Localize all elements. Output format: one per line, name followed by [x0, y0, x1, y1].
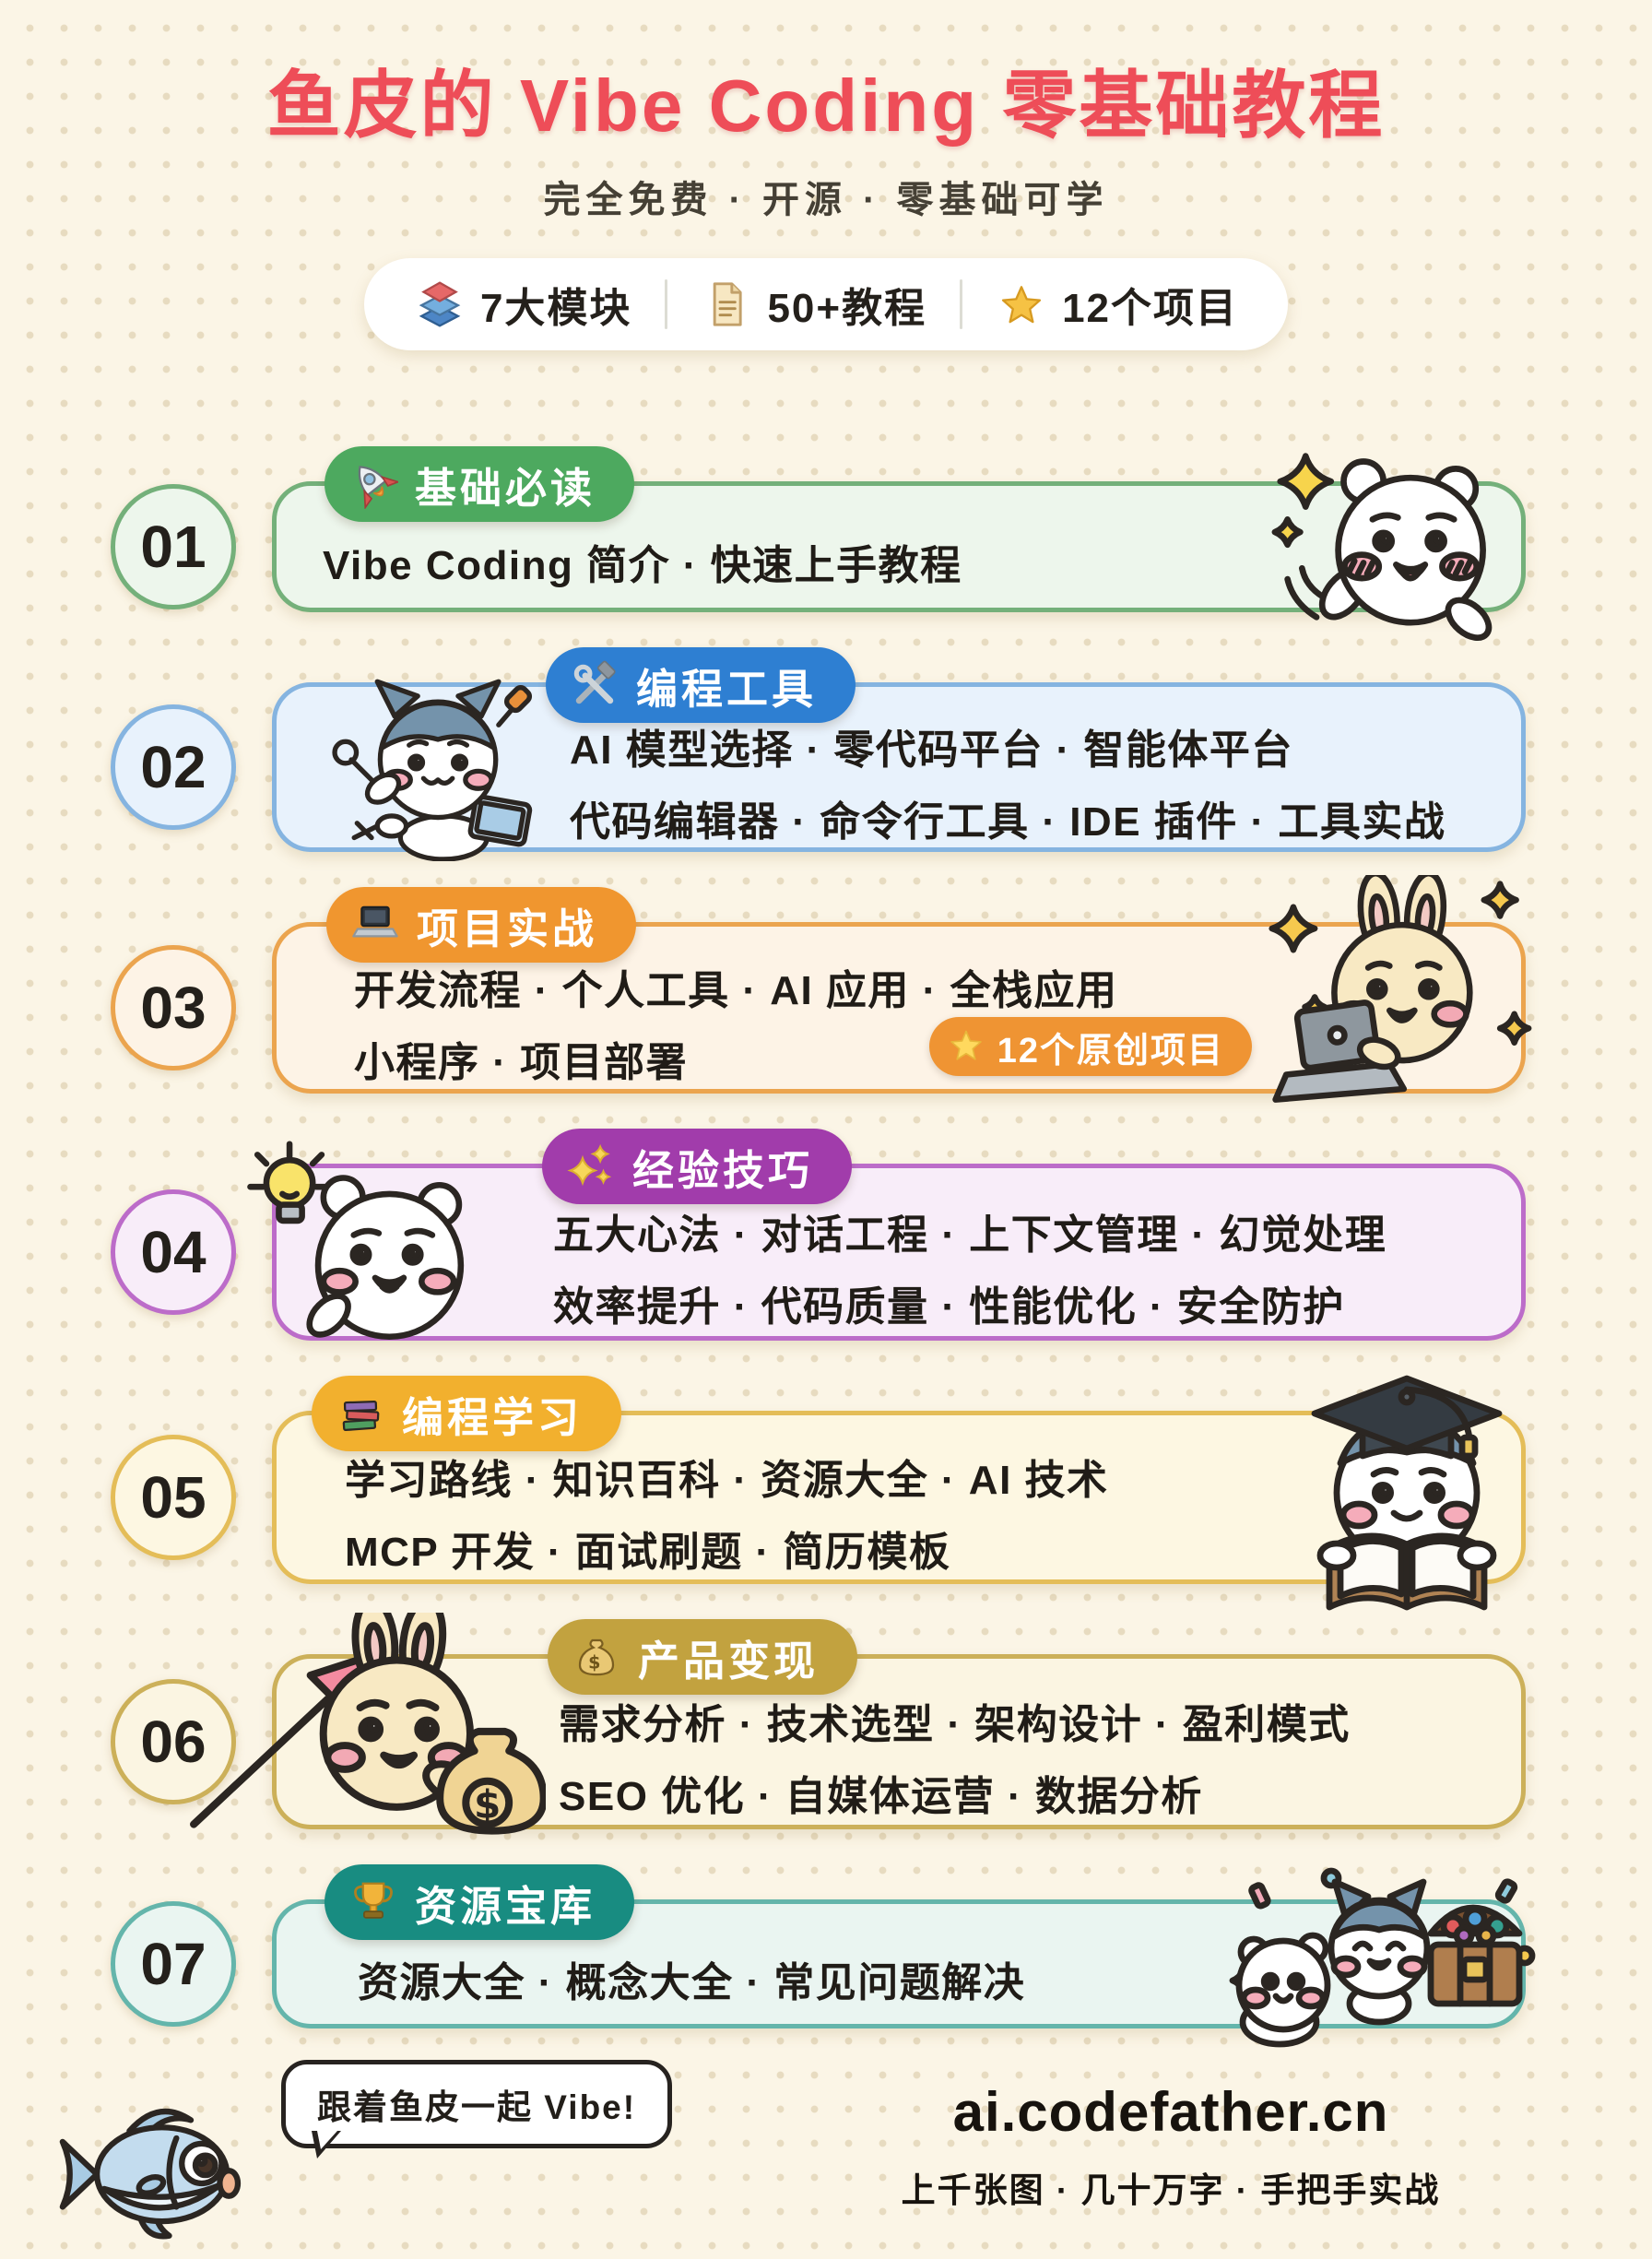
svg-text:$: $ — [474, 1782, 501, 1827]
topic-line: SEO 优化 · 自媒体运营 · 数据分析 — [559, 1774, 1203, 1819]
graduate-cat-reading-illustration — [1311, 1375, 1503, 1611]
module-topics: 学习路线 · 知识百科 · 资源大全 · AI 技术 MCP 开发 · 面试刷题… — [277, 1415, 1521, 1579]
site-tagline: 上千张图 · 几十万字 · 手把手实战 — [901, 2171, 1441, 2209]
topic-line: 需求分析 · 技术选型 · 架构设计 · 盈利模式 — [559, 1702, 1351, 1747]
module-number: 07 — [111, 1901, 236, 2027]
module-number: 05 — [111, 1435, 236, 1560]
module-number: 02 — [111, 704, 236, 830]
layers-icon — [419, 281, 461, 327]
module-header: $ 产品变现 — [548, 1619, 858, 1695]
rocket-icon — [358, 466, 398, 509]
module-row-3: 03 项目实战 开发流程 · 个人工具 · AI 应用 · 全栈应用 小程序 ·… — [0, 875, 1652, 1103]
topic-line: 五大心法 · 对话工程 · 上下文管理 · 幻觉处理 — [553, 1212, 1387, 1258]
rabbit-with-laptop-illustration — [1268, 875, 1532, 1103]
module-row-2: 02 编程工具 AI 模型选择 · 零代码平台 · 智能体平台 代码编辑器 · … — [0, 647, 1652, 861]
moneybag-icon: $ — [578, 1638, 615, 1676]
module-number: 03 — [111, 945, 236, 1070]
speech-bubble: 跟着鱼皮一起 Vibe! — [281, 2060, 673, 2158]
module-title: 编程工具 — [636, 665, 818, 713]
module-title: 经验技巧 — [632, 1146, 814, 1194]
module-number: 04 — [111, 1189, 236, 1315]
module-row-5: 05 编程学习 学习路线 · 知识百科 · 资源大全 · AI 技术 MCP 开… — [0, 1375, 1652, 1611]
original-projects-badge: 12个原创项目 — [928, 1017, 1252, 1076]
star-icon — [950, 1030, 982, 1060]
poster-page: { "poster": { "title": "鱼皮的 Vibe Coding … — [0, 46, 1652, 2259]
page-subtitle: 完全免费 · 开源 · 零基础可学 — [543, 180, 1109, 220]
topic-line: MCP 开发 · 面试刷题 · 简历模板 — [345, 1530, 951, 1575]
stat-label: 50+教程 — [767, 286, 927, 331]
module-row-1: 01 基础必读 Vibe Coding 简介 · 快速上手教程 — [0, 446, 1652, 641]
stat-modules: 7大模块 — [414, 275, 631, 334]
star-icon — [1001, 286, 1042, 324]
module-card-resources: 资源宝库 资源大全 · 概念大全 · 常见问题解决 — [272, 1864, 1536, 2048]
module-topics: Vibe Coding 简介 · 快速上手教程 — [277, 486, 1521, 608]
module-title: 资源宝库 — [415, 1882, 596, 1930]
module-title: 项目实战 — [417, 905, 598, 952]
module-header: 资源宝库 — [324, 1864, 635, 1940]
tools-icon — [573, 660, 616, 704]
module-row-6: 06 $ 产品变现 需求分析 · 技术选型 · 架构设计 · 盈利模式 SEO … — [0, 1613, 1652, 1835]
books-icon — [342, 1400, 380, 1432]
module-header: 经验技巧 — [542, 1129, 853, 1204]
module-header: 项目实战 — [326, 887, 637, 963]
module-header: 编程学习 — [312, 1376, 622, 1451]
module-topics: 资源大全 · 概念大全 · 常见问题解决 — [277, 1904, 1521, 2024]
topic-line: 开发流程 · 个人工具 · AI 应用 · 全栈应用 — [354, 968, 1118, 1013]
site-block: ai.codefather.cn 上千张图 · 几十万字 · 手把手实战 — [876, 2080, 1466, 2212]
module-card-learning: 编程学习 学习路线 · 知识百科 · 资源大全 · AI 技术 MCP 开发 ·… — [272, 1375, 1526, 1611]
laptop-icon — [352, 905, 398, 938]
module-card-tips: 经验技巧 五大心法 · 对话工程 · 上下文管理 · 幻觉处理 效率提升 · 代… — [247, 1129, 1526, 1341]
module-topics: 需求分析 · 技术选型 · 架构设计 · 盈利模式 SEO 优化 · 自媒体运营… — [277, 1659, 1521, 1825]
page-title: 鱼皮的 Vibe Coding 零基础教程 — [266, 65, 1386, 147]
stats-pill: 7大模块 50+教程 12个项目 — [363, 258, 1289, 350]
topic-line: 学习路线 · 知识百科 · 资源大全 · AI 技术 — [345, 1458, 1109, 1503]
module-topics: 开发流程 · 个人工具 · AI 应用 · 全栈应用 小程序 · 项目部署 — [277, 927, 1521, 1089]
topic-line: 资源大全 · 概念大全 · 常见问题解决 — [358, 1960, 1026, 2005]
svg-text:$: $ — [588, 1651, 605, 1673]
module-number: 06 — [111, 1679, 236, 1804]
badge-label: 12个原创项目 — [997, 1031, 1224, 1070]
module-row-4: 04 经验技巧 五大心法 · 对话工程 · 上下文管理 · 幻觉处理 效率提升 … — [0, 1129, 1652, 1341]
site-url: ai.codefather.cn — [952, 2081, 1389, 2143]
cat-with-tools-illustration — [332, 679, 533, 861]
rabbit-with-money-bag-illustration: $ — [190, 1613, 546, 1835]
stat-projects: 12个项目 — [996, 275, 1238, 334]
module-card-tools: 编程工具 AI 模型选择 · 零代码平台 · 智能体平台 代码编辑器 · 命令行… — [272, 647, 1526, 861]
module-title: 编程学习 — [402, 1393, 584, 1441]
module-number: 01 — [111, 484, 236, 609]
module-title: 基础必读 — [415, 464, 596, 512]
module-header: 基础必读 — [324, 446, 635, 522]
topic-line: AI 模型选择 · 零代码平台 · 智能体平台 — [570, 727, 1293, 773]
bears-with-treasure-chest-illustration — [1229, 1867, 1536, 2048]
module-row-7: 07 资源宝库 资源大全 · 概念大全 · 常见问题解决 — [0, 1864, 1652, 2048]
divider — [665, 279, 668, 329]
divider — [960, 279, 963, 329]
waving-bear-illustration — [1271, 453, 1493, 641]
footer: 跟着鱼皮一起 Vibe! ai.codefather.cn 上千张图 · 几十万… — [0, 2047, 1652, 2259]
document-icon — [714, 282, 743, 326]
trophy-icon — [354, 1882, 393, 1919]
fish-mascot-icon — [59, 2108, 242, 2240]
bear-with-lightbulb-illustration — [247, 1141, 465, 1341]
sparkles-icon — [567, 1143, 612, 1187]
topic-line: 效率提升 · 代码质量 · 性能优化 · 安全防护 — [553, 1284, 1345, 1330]
stat-label: 12个项目 — [1062, 286, 1239, 331]
topic-line: Vibe Coding 简介 · 快速上手教程 — [323, 543, 962, 588]
stat-label: 7大模块 — [479, 286, 632, 331]
module-card-basics: 基础必读 Vibe Coding 简介 · 快速上手教程 — [272, 446, 1526, 641]
stat-tutorials: 50+教程 — [701, 275, 926, 334]
module-topics: AI 模型选择 · 零代码平台 · 智能体平台 代码编辑器 · 命令行工具 · … — [277, 687, 1521, 847]
module-card-projects: 项目实战 开发流程 · 个人工具 · AI 应用 · 全栈应用 小程序 · 项目… — [272, 875, 1532, 1103]
module-topics: 五大心法 · 对话工程 · 上下文管理 · 幻觉处理 效率提升 · 代码质量 ·… — [277, 1168, 1521, 1336]
module-card-monetization: $ 产品变现 需求分析 · 技术选型 · 架构设计 · 盈利模式 SEO 优化 … — [190, 1613, 1526, 1835]
module-list: 01 基础必读 Vibe Coding 简介 · 快速上手教程 — [0, 446, 1652, 2048]
topic-line: 小程序 · 项目部署 — [354, 1040, 689, 1085]
module-header: 编程工具 — [546, 647, 856, 723]
module-title: 产品变现 — [638, 1637, 820, 1685]
topic-line: 代码编辑器 · 命令行工具 · IDE 插件 · 工具实战 — [570, 799, 1446, 845]
